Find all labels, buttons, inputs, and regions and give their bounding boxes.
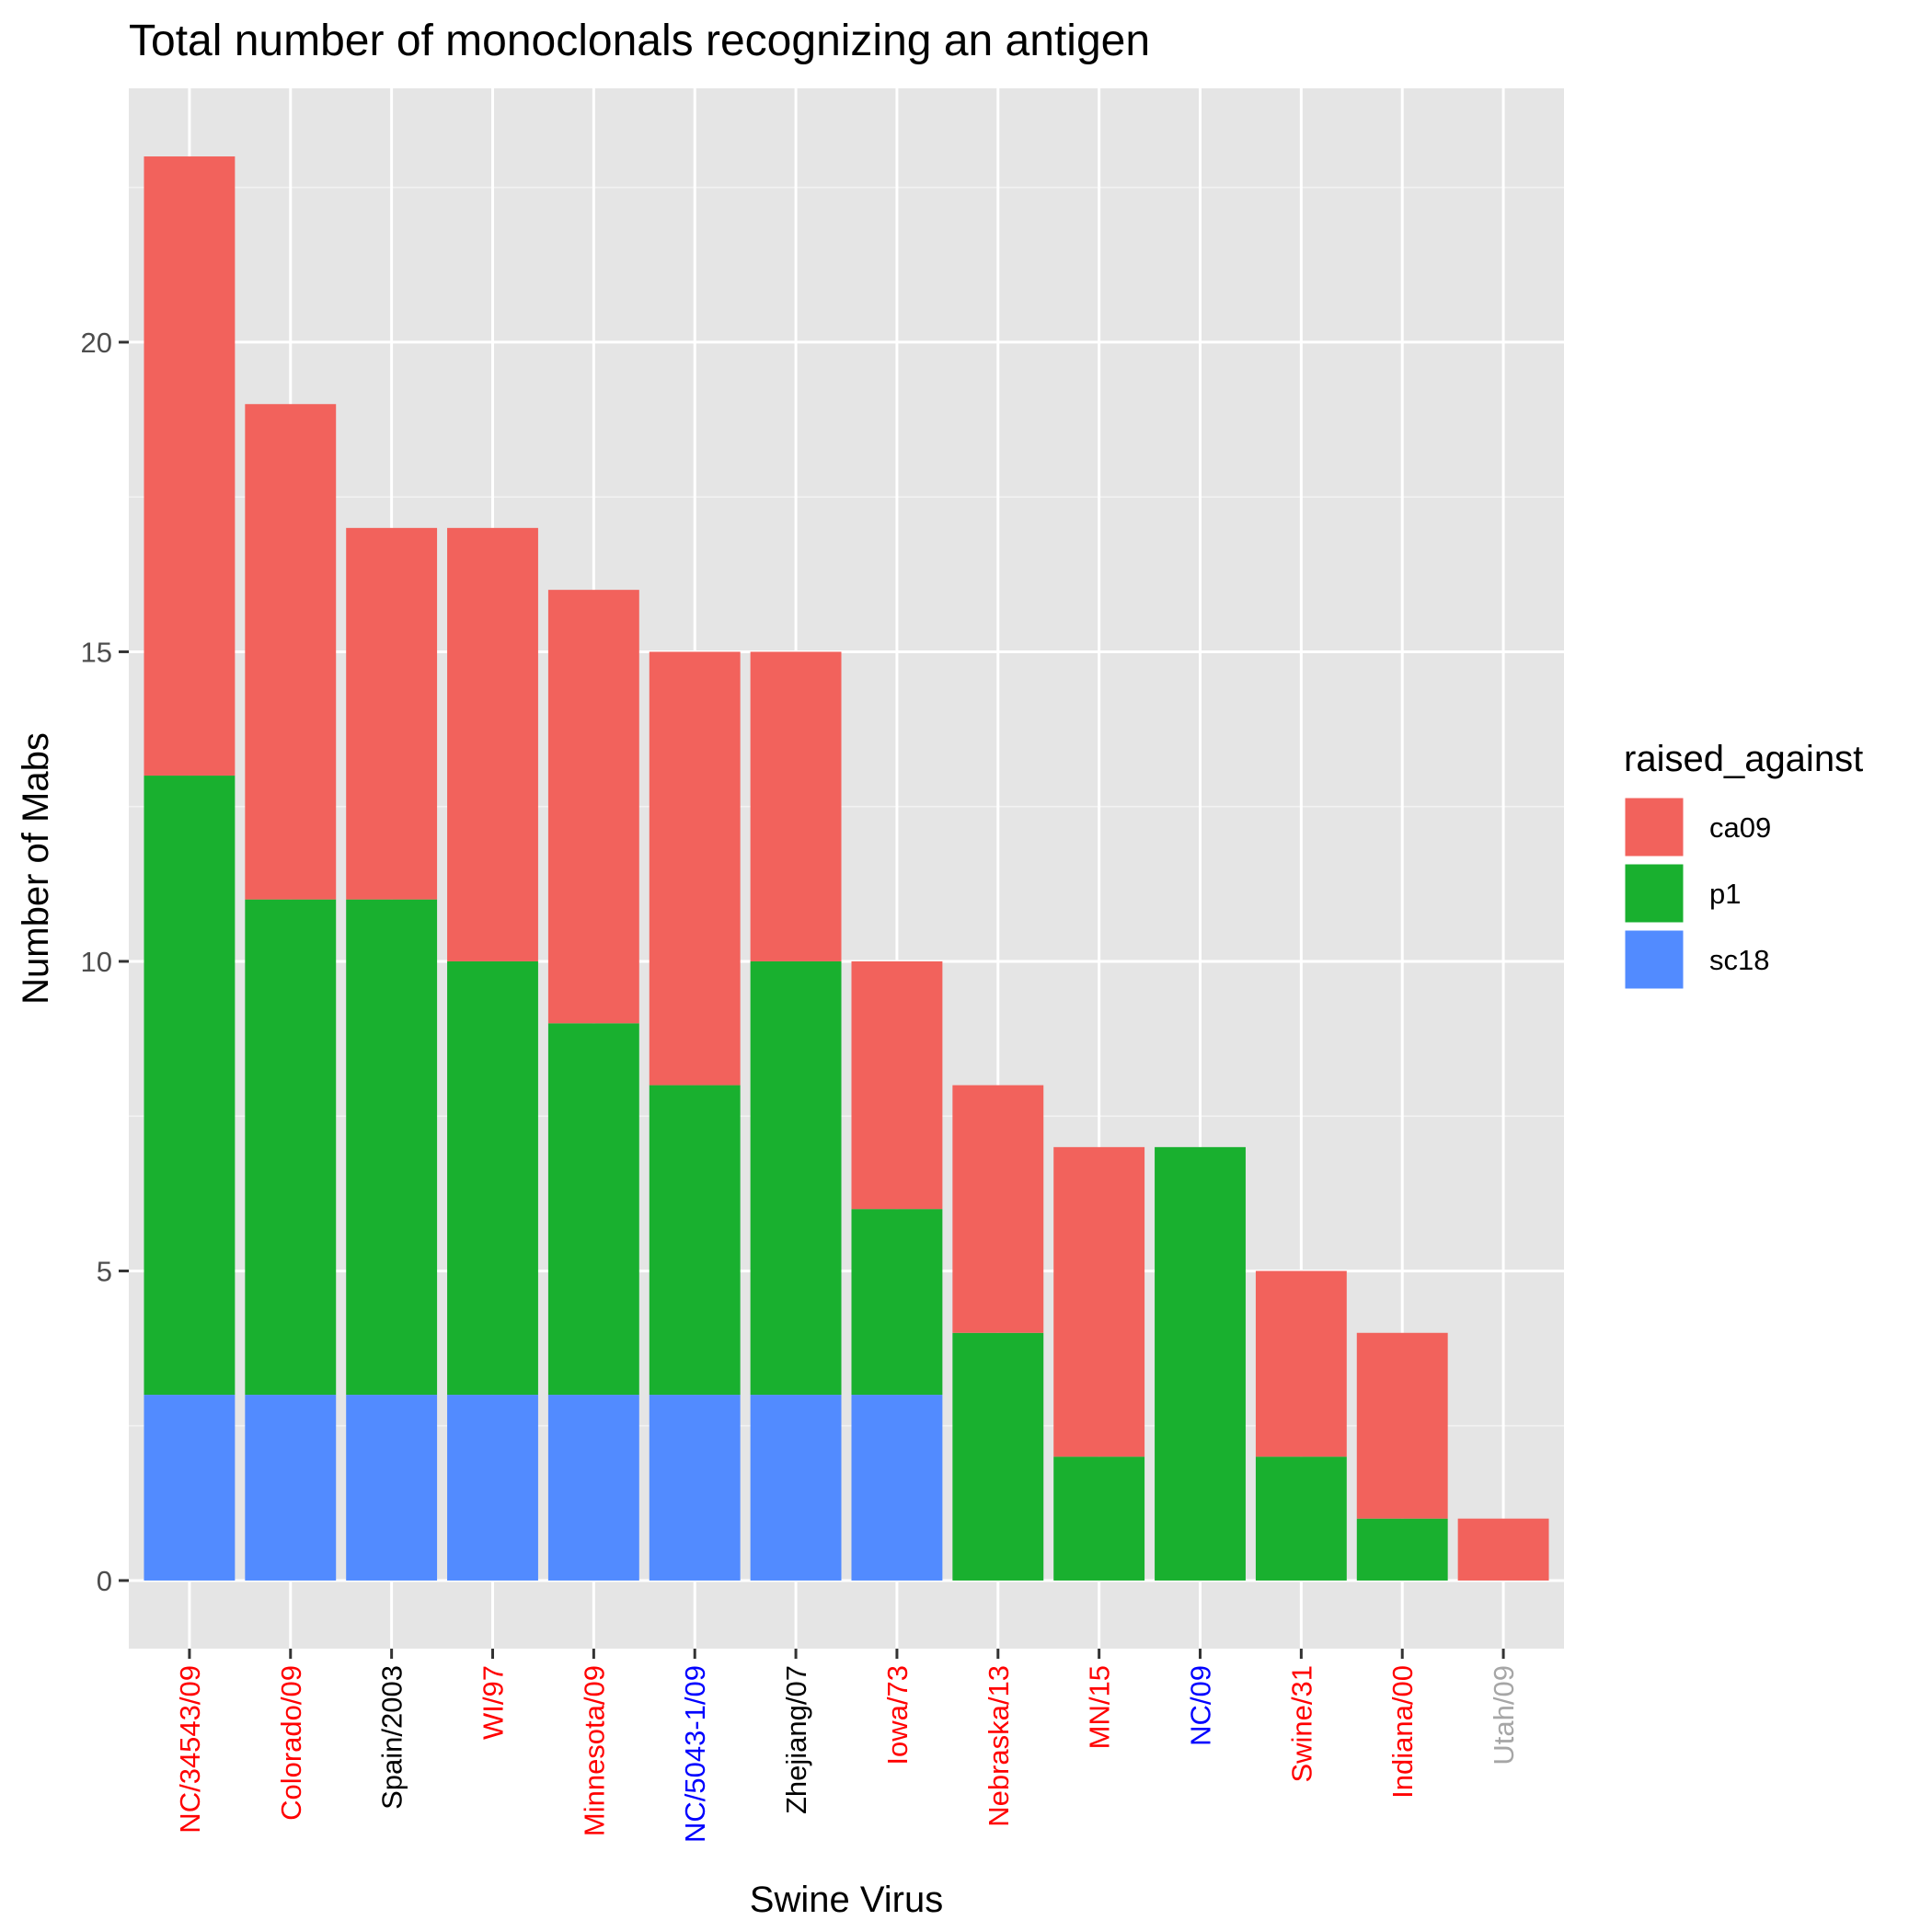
bar-segment-p1 bbox=[952, 1332, 1044, 1581]
y-tick-label: 15 bbox=[81, 636, 112, 668]
bar-segment-ca09 bbox=[1457, 1518, 1549, 1581]
bars bbox=[144, 156, 1549, 1581]
bar-segment-p1 bbox=[1053, 1456, 1145, 1581]
bar-segment-ca09 bbox=[547, 590, 639, 1024]
bar-segment-ca09 bbox=[750, 651, 842, 961]
bar-segment-p1 bbox=[144, 776, 236, 1396]
x-axis-title: Swine Virus bbox=[750, 1880, 943, 1920]
bar-segment-ca09 bbox=[851, 960, 943, 1210]
y-tick-label: 20 bbox=[81, 327, 112, 359]
x-tick-label: Utah/09 bbox=[1488, 1665, 1520, 1765]
bar-segment-p1 bbox=[346, 899, 438, 1396]
bar-segment-p1 bbox=[1356, 1518, 1448, 1581]
bar-segment-p1 bbox=[851, 1209, 943, 1396]
plot-panel bbox=[129, 88, 1564, 1649]
legend-title: raised_against bbox=[1624, 739, 1863, 779]
bar-segment-sc18 bbox=[750, 1395, 842, 1581]
x-tick-label: Indiana/00 bbox=[1386, 1665, 1419, 1799]
legend-key-p1 bbox=[1622, 861, 1686, 926]
legend-key-ca09 bbox=[1622, 795, 1686, 859]
bar-segment-ca09 bbox=[245, 404, 337, 900]
bar-segment-ca09 bbox=[447, 527, 538, 961]
legend-label-ca09: ca09 bbox=[1709, 811, 1771, 844]
x-tick-label: NC/34543/09 bbox=[174, 1665, 206, 1834]
x-tick-label: Minnesota/09 bbox=[578, 1665, 610, 1836]
x-tick-label: Colorado/09 bbox=[275, 1665, 307, 1821]
bar-segment-ca09 bbox=[952, 1085, 1044, 1333]
x-tick-label: Zhejiang/07 bbox=[780, 1665, 812, 1814]
bar-segment-sc18 bbox=[346, 1395, 438, 1581]
bar-segment-ca09 bbox=[144, 156, 236, 776]
x-axis: NC/34543/09 Colorado/09 Spain/2003 WI/97 Min… bbox=[174, 1649, 1520, 1843]
y-tick-label: 10 bbox=[81, 946, 112, 978]
bar-segment-sc18 bbox=[144, 1395, 236, 1581]
bar-segment-ca09 bbox=[346, 527, 438, 900]
bar-segment-p1 bbox=[1255, 1456, 1347, 1581]
bar-segment-p1 bbox=[750, 960, 842, 1396]
bar-segment-sc18 bbox=[851, 1395, 943, 1581]
bar-segment-ca09 bbox=[1255, 1271, 1347, 1457]
legend-label-p1: p1 bbox=[1709, 878, 1741, 910]
bar-segment-p1 bbox=[245, 899, 337, 1396]
x-tick-label: Iowa/73 bbox=[881, 1665, 914, 1765]
chart-title: Total number of monoclonals recognizing … bbox=[129, 17, 1150, 65]
bar-segment-sc18 bbox=[245, 1395, 337, 1581]
bar-segment-p1 bbox=[1155, 1146, 1246, 1581]
x-tick-label: Swine/31 bbox=[1285, 1665, 1317, 1783]
legend-key-sc18 bbox=[1622, 927, 1686, 992]
x-tick-label: NC/5043-1/09 bbox=[679, 1665, 711, 1843]
bar-segment-sc18 bbox=[649, 1395, 741, 1581]
bar-segment-ca09 bbox=[1053, 1146, 1145, 1457]
y-tick-label: 5 bbox=[97, 1255, 112, 1287]
y-axis: 0 5 10 15 20 bbox=[81, 327, 129, 1597]
x-tick-label: NC/09 bbox=[1185, 1665, 1217, 1746]
y-tick-label: 0 bbox=[97, 1565, 112, 1597]
bar-segment-p1 bbox=[649, 1085, 741, 1396]
bar-segment-sc18 bbox=[547, 1395, 639, 1581]
x-tick-label: WI/97 bbox=[477, 1665, 509, 1740]
bar-segment-p1 bbox=[547, 1023, 639, 1396]
bar-segment-ca09 bbox=[649, 651, 741, 1086]
x-tick-label: Nebraska/13 bbox=[983, 1665, 1015, 1827]
legend-label-sc18: sc18 bbox=[1709, 944, 1769, 976]
x-tick-label: MN/15 bbox=[1084, 1665, 1116, 1749]
y-axis-title: Number of Mabs bbox=[16, 732, 56, 1005]
bar-segment-p1 bbox=[447, 960, 538, 1396]
legend: raised_against ca09 p1 sc18 bbox=[1622, 739, 1863, 992]
x-tick-label: Spain/2003 bbox=[376, 1665, 408, 1810]
bar-segment-ca09 bbox=[1356, 1332, 1448, 1519]
bar-segment-sc18 bbox=[447, 1395, 538, 1581]
